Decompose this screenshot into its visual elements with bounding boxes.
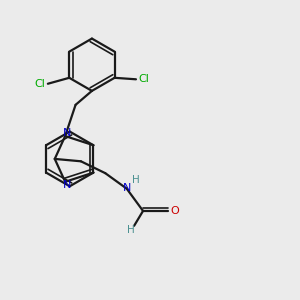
Text: H: H xyxy=(127,225,135,235)
Text: N: N xyxy=(62,180,71,190)
Text: Cl: Cl xyxy=(139,74,149,84)
Text: H: H xyxy=(132,175,140,185)
Text: O: O xyxy=(170,206,179,216)
Text: N: N xyxy=(123,183,131,193)
Text: Cl: Cl xyxy=(34,79,45,89)
Text: N: N xyxy=(63,128,72,138)
